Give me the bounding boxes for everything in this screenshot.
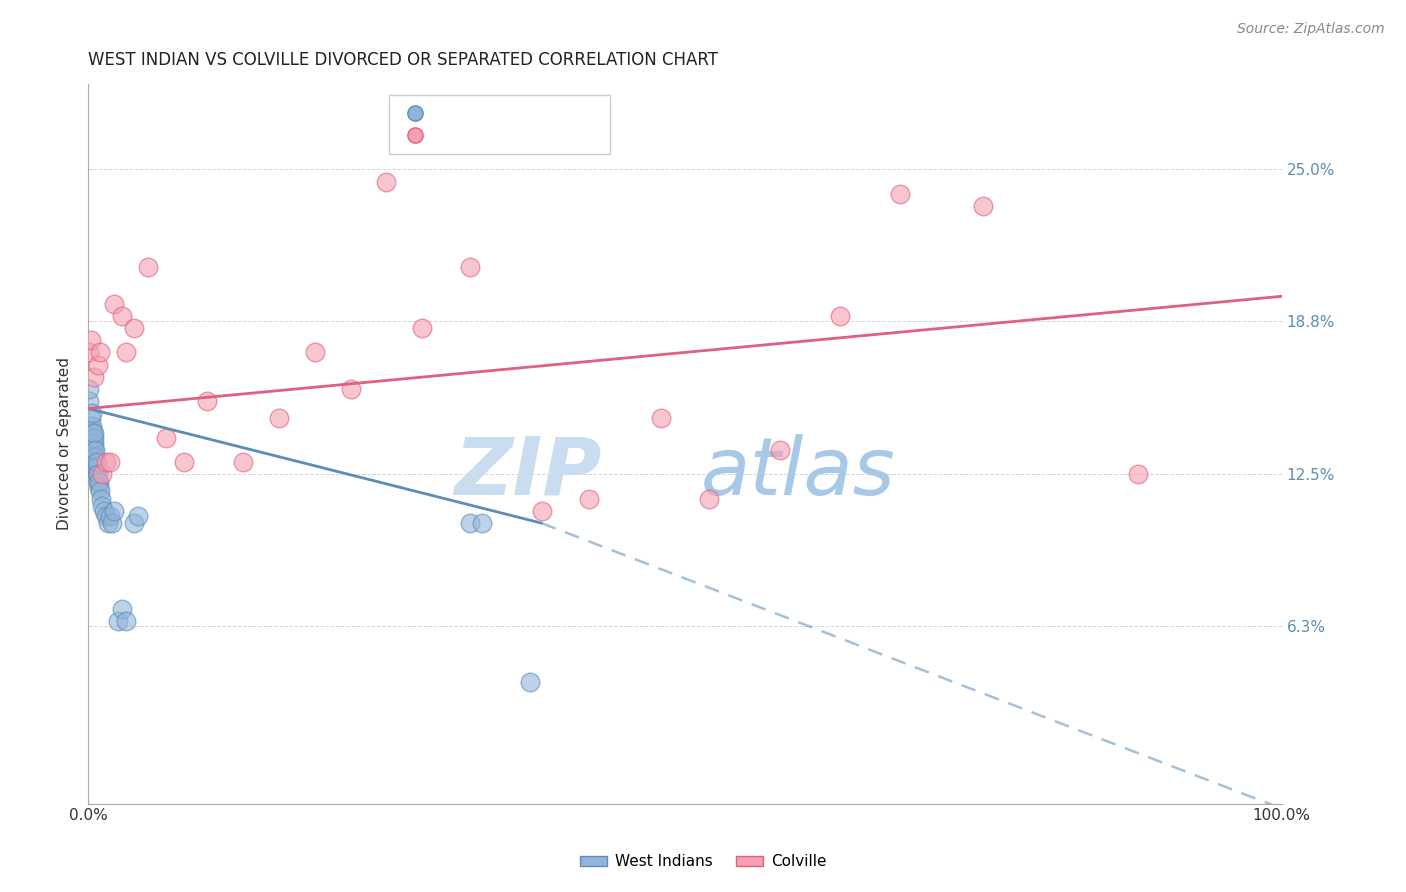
- Point: [101, 516, 124, 530]
- Point: [84, 460, 107, 475]
- Point: [972, 199, 994, 213]
- Text: N = 32: N = 32: [529, 134, 586, 148]
- Point: [769, 442, 792, 457]
- Legend:   R = -0.266    N = 42,   R =  0.305    N = 32: R = -0.266 N = 42, R = 0.305 N = 32: [389, 95, 610, 154]
- Point: [411, 321, 433, 335]
- Text: ZIP: ZIP: [454, 434, 602, 512]
- Point: [471, 516, 494, 530]
- Point: [84, 442, 107, 457]
- Y-axis label: Divorced or Separated: Divorced or Separated: [58, 358, 72, 531]
- Point: [83, 435, 105, 450]
- Point: [80, 424, 103, 438]
- Point: [530, 504, 553, 518]
- Point: [89, 345, 111, 359]
- Point: [578, 491, 600, 506]
- Point: [82, 425, 104, 440]
- Point: [89, 484, 111, 499]
- Point: [155, 431, 177, 445]
- Point: [232, 455, 254, 469]
- Text: atlas: atlas: [700, 434, 896, 512]
- Point: [115, 345, 138, 359]
- Point: [91, 499, 114, 513]
- Point: [122, 321, 145, 335]
- Point: [79, 382, 101, 396]
- Legend: West Indians, Colville: West Indians, Colville: [574, 848, 832, 875]
- Point: [84, 455, 107, 469]
- Point: [93, 504, 115, 518]
- Point: [828, 309, 851, 323]
- Point: [86, 467, 108, 482]
- Point: [375, 175, 398, 189]
- Text: Source: ZipAtlas.com: Source: ZipAtlas.com: [1237, 22, 1385, 37]
- Point: [458, 260, 481, 274]
- Point: [91, 467, 114, 482]
- Point: [697, 491, 720, 506]
- Point: [79, 394, 101, 409]
- Point: [94, 455, 117, 469]
- Point: [339, 382, 361, 396]
- Point: [269, 411, 291, 425]
- Point: [82, 435, 104, 450]
- Point: [98, 508, 121, 523]
- Point: [86, 475, 108, 489]
- Point: [136, 260, 159, 274]
- Point: [115, 614, 138, 628]
- Point: [86, 467, 108, 482]
- Point: [83, 369, 105, 384]
- Point: [98, 455, 121, 469]
- Point: [79, 411, 101, 425]
- Point: [83, 442, 105, 457]
- Text: WEST INDIAN VS COLVILLE DIVORCED OR SEPARATED CORRELATION CHART: WEST INDIAN VS COLVILLE DIVORCED OR SEPA…: [89, 51, 718, 69]
- Point: [122, 516, 145, 530]
- Point: [86, 358, 108, 372]
- Point: [87, 479, 110, 493]
- Point: [83, 450, 105, 465]
- Point: [86, 460, 108, 475]
- Point: [86, 455, 108, 469]
- Point: [127, 508, 149, 523]
- Text: N = 42: N = 42: [529, 105, 586, 120]
- Point: [79, 345, 101, 359]
- Point: [82, 431, 104, 445]
- Text: R =  0.305: R = 0.305: [425, 134, 506, 148]
- Point: [173, 455, 195, 469]
- Point: [83, 425, 105, 440]
- Point: [458, 516, 481, 530]
- Point: [197, 394, 219, 409]
- Point: [80, 418, 103, 433]
- Point: [94, 508, 117, 523]
- Point: [87, 475, 110, 489]
- Point: [97, 516, 120, 530]
- Point: [84, 450, 107, 465]
- Point: [103, 296, 125, 310]
- Point: [519, 674, 541, 689]
- Point: [650, 411, 672, 425]
- Point: [103, 504, 125, 518]
- Point: [1128, 467, 1150, 482]
- Point: [90, 491, 112, 506]
- Point: [107, 614, 129, 628]
- Point: [79, 333, 101, 347]
- Text: R = -0.266: R = -0.266: [425, 105, 508, 120]
- Point: [83, 431, 105, 445]
- Point: [304, 345, 326, 359]
- Point: [889, 186, 911, 201]
- Point: [80, 406, 103, 420]
- Point: [110, 309, 132, 323]
- Point: [110, 601, 132, 615]
